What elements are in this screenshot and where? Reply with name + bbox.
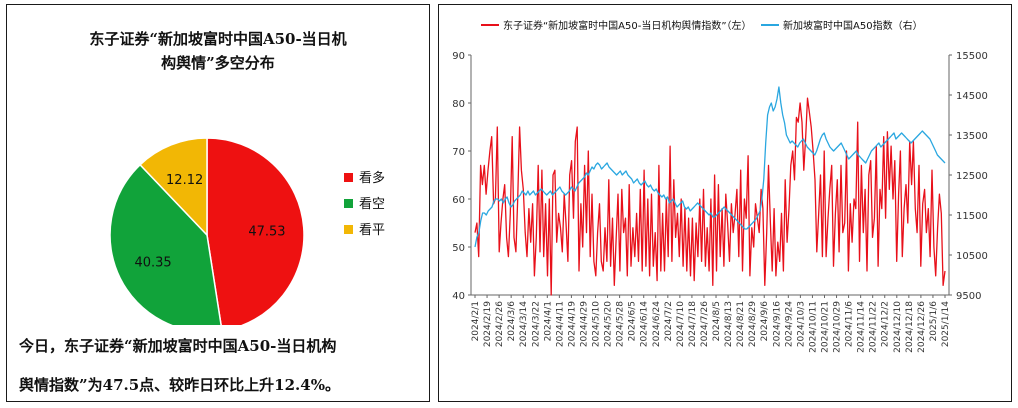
pie-title-line-2: 构舆情”多空分布 [161,54,275,72]
x-tick-label: 2024/5/10 [592,301,602,347]
series-line-1 [474,86,946,248]
x-tick-label: 2024/7/10 [676,301,686,347]
legend-swatch-1 [344,199,353,208]
legend-label-2: 看平 [359,222,385,238]
x-tick-label: 2024/8/13 [724,301,734,347]
x-tick-label: 2024/10/11 [808,301,818,353]
legend-swatch-0 [344,173,353,182]
y-right-tick-label: 9500 [956,291,981,302]
x-tick-label: 2024/12/26 [917,301,927,353]
summary-line-1: 今日，东子证券“新加坡富时中国A50-当日机构 [19,337,337,355]
pie-value-label-0: 47.53 [248,224,285,239]
x-tick-label: 2024/10/21 [820,301,830,353]
x-tick-label: 2024/9/16 [772,301,782,347]
line-chart: 40 50 60 70 80 90 9500 10500 11500 12500 13500 1450… [452,19,988,353]
x-tick-label: 2024/7/26 [700,301,710,347]
x-tick-label: 2024/2/1 [471,301,481,341]
legend-label-0: 看多 [359,170,385,186]
x-tick-label: 2024/2/26 [495,301,505,347]
summary-text: 今日，东子证券“新加坡富时中国A50-当日机构 舆情指数”为47.5点、较昨日环… [19,327,419,405]
x-tick-label: 2024/12/18 [905,301,915,353]
pie-title-line-1: 东子证券“新加坡富时中国A50-当日机 [89,30,347,48]
x-tick-label: 2024/8/21 [736,301,746,347]
x-tick-label: 2024/11/6 [845,301,855,347]
y-left-tick-label: 70 [452,147,465,158]
y-right-tick-label: 14500 [956,91,988,102]
x-tick-label: 2024/4/1 [543,301,553,341]
x-tick-label: 2024/6/14 [640,301,650,347]
x-tick-label: 2024/2/19 [483,301,493,347]
y-right-tick-label: 13500 [956,131,988,142]
x-tick-label: 2024/6/24 [652,301,662,347]
x-tick-label: 2024/11/22 [869,301,879,353]
x-tick-label: 2024/9/6 [760,301,770,342]
x-tick-label: 2024/3/6 [507,301,517,342]
x-tick-label: 2024/3/14 [519,301,529,347]
pie-panel: 东子证券“新加坡富时中国A50-当日机 构舆情”多空分布 47.53 40.35 1… [6,4,430,402]
line-legend: 东子证券“新加坡富时中国A50-当日机构舆情指数”（左） 新加坡富时中国A50指数… [481,19,923,32]
y-left-tick-label: 90 [452,51,465,62]
pie-slice-2 [139,137,208,237]
axes: 40 50 60 70 80 90 9500 10500 11500 12500 13500 1450… [452,51,988,353]
legend-label-1: 看空 [359,196,385,212]
x-tick-label: 2024/9/24 [784,301,794,347]
x-tick-label: 2024/8/5 [712,301,722,341]
y-right-tick-label: 12500 [956,171,988,182]
y-left-tick-label: 50 [452,243,465,254]
series-line-0 [474,97,946,296]
x-tick-label: 2024/11/14 [857,301,867,353]
pie-title: 东子证券“新加坡富时中国A50-当日机 构舆情”多空分布 [7,27,429,75]
x-tick-label: 2025/1/6 [929,301,939,342]
summary-line-2: 舆情指数”为47.5点、较昨日环比上升12.4%。 [19,376,340,394]
x-tick-label: 2024/5/28 [616,301,626,347]
pie-value-label-1: 40.35 [134,256,171,271]
y-left-tick-label: 40 [452,291,465,302]
x-tick-label: 2024/3/22 [531,301,541,347]
x-tick-label: 2024/7/18 [688,301,698,347]
pie-slice-1 [109,163,222,325]
legend-label-1: 新加坡富时中国A50指数（右） [783,19,923,32]
pie-slice-0 [206,137,305,325]
x-tick-label: 2024/6/5 [628,301,638,341]
x-tick-label: 2025/1/14 [941,301,951,347]
pie-labels: 47.53 40.35 12.12 [134,173,285,270]
y-right-tick-label: 15500 [956,51,988,62]
y-right-tick-label: 11500 [956,211,988,222]
x-tick-label: 2024/12/10 [893,301,903,353]
x-tick-label: 2024/8/29 [748,301,758,347]
pie-slices [109,137,305,325]
y-right-tick-label: 10500 [956,251,988,262]
x-tick-label: 2024/5/20 [604,301,614,347]
legend-swatch-2 [344,225,353,234]
y-left-tick-label: 60 [452,195,465,206]
x-tick-label: 2024/4/11 [555,301,565,347]
x-tick-label: 2024/7/2 [664,301,674,341]
legend-label-0: 东子证券“新加坡富时中国A50-当日机构舆情指数”（左） [503,19,752,32]
pie-value-label-2: 12.12 [166,173,203,188]
y-left-tick-label: 80 [452,99,465,110]
x-tick-label: 2024/4/29 [579,301,589,347]
x-tick-label: 2024/10/29 [833,301,843,353]
x-tick-label: 2024/12/2 [881,301,891,347]
x-tick-label: 2024/4/19 [567,301,577,347]
line-chart-panel: 40 50 60 70 80 90 9500 10500 11500 12500 13500 1450… [438,4,1012,402]
x-tick-label: 2024/10/3 [796,301,806,347]
